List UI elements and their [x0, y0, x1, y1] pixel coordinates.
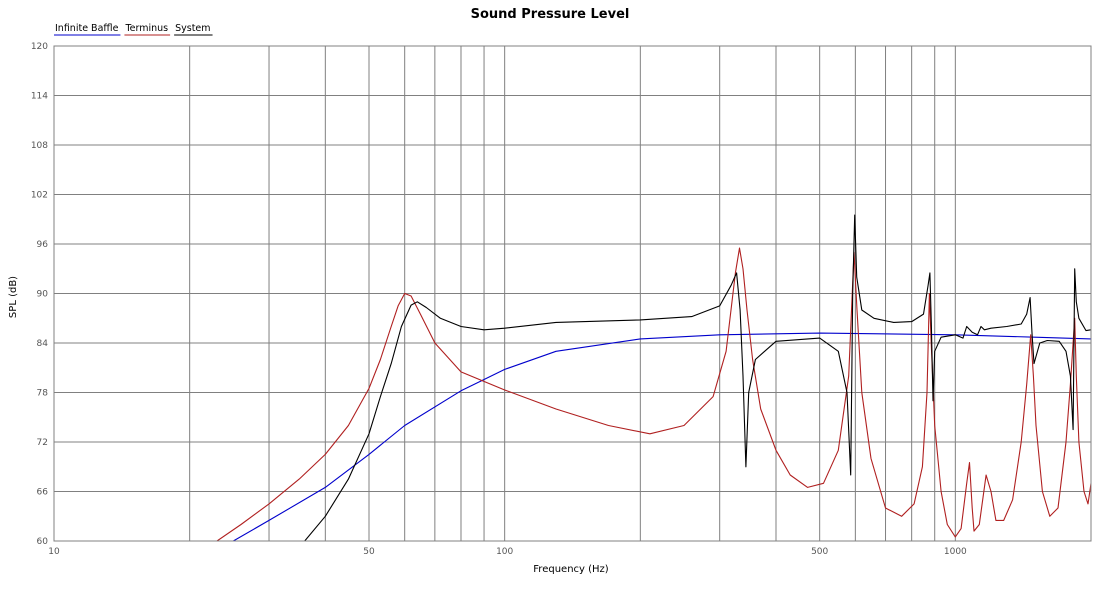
- y-tick-label: 90: [37, 290, 49, 300]
- x-tick-label: 50: [363, 547, 375, 557]
- legend: Infinite Baffle Terminus System: [54, 23, 213, 36]
- y-axis-label: SPL (dB): [8, 276, 19, 318]
- y-tick-label: 114: [31, 92, 48, 102]
- y-tick-label: 72: [37, 438, 48, 448]
- plot-frame: [53, 45, 1092, 542]
- legend-label-infinite-baffle: Infinite Baffle: [55, 23, 119, 34]
- y-tick-label: 108: [31, 141, 48, 151]
- y-tick-label: 96: [37, 240, 49, 250]
- x-axis-label: Frequency (Hz): [533, 564, 609, 575]
- y-tick-label: 60: [37, 537, 49, 547]
- x-tick-label: 500: [811, 547, 828, 557]
- x-tick-label: 100: [496, 547, 513, 557]
- series-line-system: [304, 214, 1091, 541]
- x-tick-label: 10: [48, 547, 60, 557]
- legend-label-terminus: Terminus: [124, 23, 168, 34]
- y-tick-label: 102: [31, 191, 48, 201]
- y-tick-label: 120: [31, 42, 48, 52]
- series-lines: [216, 214, 1091, 541]
- chart-title: Sound Pressure Level: [471, 7, 630, 22]
- y-tick-label: 84: [37, 339, 49, 349]
- y-tick-label: 66: [37, 488, 49, 498]
- tick-labels: 60 66 72 78 84 90 96 102 108 114 120 10 50 100 500 1000: [31, 42, 967, 557]
- grid-lines: [54, 45, 1091, 542]
- series-line-infinite-baffle: [233, 332, 1091, 541]
- series-line-terminus: [216, 247, 1091, 541]
- x-tick-label: 1000: [944, 547, 967, 557]
- legend-label-system: System: [175, 23, 210, 34]
- y-tick-label: 78: [37, 389, 49, 399]
